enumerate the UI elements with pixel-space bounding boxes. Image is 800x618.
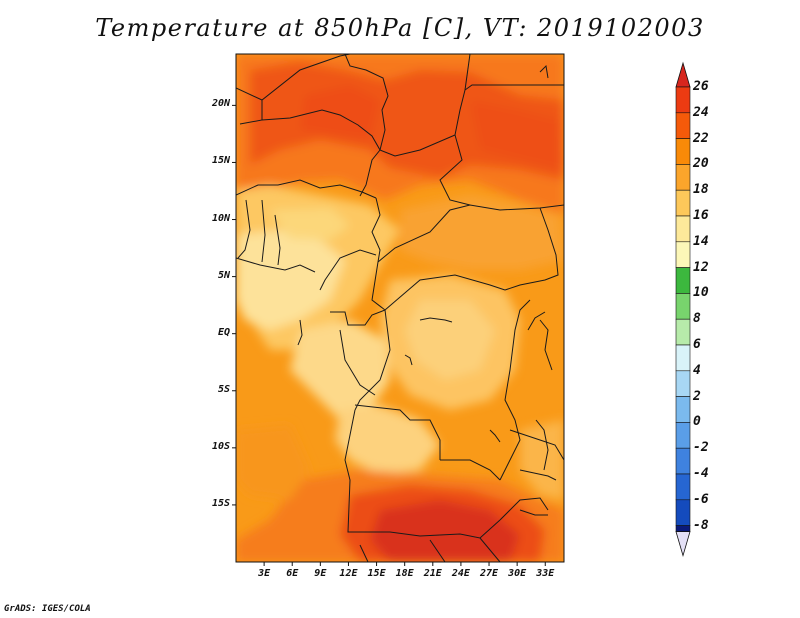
lon-tick-label: 9E — [314, 568, 327, 579]
colorbar-label: -4 — [693, 466, 709, 481]
colorbar-label: 22 — [693, 130, 709, 146]
colorbar-label: 8 — [693, 311, 701, 327]
colorbar-top-cap — [675, 61, 691, 88]
map-frame — [235, 53, 565, 563]
lat-tick-label: 15S — [211, 497, 230, 509]
map-title: Temperature at 850hPa [C], VT: 201910200… — [95, 14, 705, 42]
colorbar-label: 12 — [693, 259, 709, 275]
colorbar — [675, 61, 691, 558]
lat-tick-label: 5N — [217, 269, 230, 281]
colorbar-label: -8 — [693, 517, 709, 533]
lat-tick-label: 10S — [211, 440, 230, 452]
lon-tick-label: 15E — [367, 568, 386, 579]
colorbar-label: 0 — [693, 414, 701, 430]
lon-tick-label: 3E — [258, 568, 271, 579]
lon-tick-label: 21E — [423, 568, 442, 579]
lon-tick-label: 30E — [508, 568, 527, 579]
colorbar-segment — [675, 396, 691, 423]
colorbar-segment — [675, 267, 691, 294]
axis-ticks — [232, 104, 546, 566]
colorbar-segment — [675, 473, 691, 501]
temperature-field — [236, 54, 564, 562]
colorbar-label: 20 — [693, 156, 709, 172]
lon-tick-label: 12E — [339, 568, 358, 579]
lon-tick-label: 27E — [479, 568, 499, 579]
colorbar-segment — [675, 344, 691, 372]
lon-tick-label: 18E — [395, 568, 414, 579]
lon-tick-label: 24E — [451, 568, 470, 579]
colorbar-label: -6 — [693, 491, 709, 507]
colorbar-label: 2 — [693, 388, 701, 404]
lat-tick-label: 10N — [211, 212, 230, 224]
colorbar-segment — [675, 499, 691, 526]
colorbar-segment — [675, 370, 691, 397]
colorbar-segment — [675, 525, 691, 532]
lat-tick-label: 15N — [211, 155, 230, 167]
lon-tick-label: 6E — [286, 568, 299, 579]
colorbar-segment — [675, 86, 691, 114]
colorbar-segment — [675, 215, 691, 243]
colorbar-segment — [675, 112, 691, 139]
colorbar-bottom-cap — [675, 531, 691, 558]
colorbar-segment — [675, 447, 691, 475]
colorbar-label: 18 — [693, 182, 709, 198]
colorbar-segment — [675, 164, 691, 191]
colorbar-segment — [675, 138, 691, 165]
colorbar-segment — [675, 241, 691, 268]
country-boundaries — [236, 54, 564, 562]
colorbar-segment — [675, 318, 691, 346]
lat-tick-label: EQ — [217, 326, 230, 338]
colorbar-label: 10 — [693, 285, 709, 301]
colorbar-label: 26 — [693, 79, 709, 94]
lat-tick-label: 20N — [211, 98, 230, 110]
colorbar-label: 16 — [693, 208, 709, 223]
grads-credit: GrADS: IGES/COLA — [4, 604, 91, 614]
colorbar-label: 24 — [693, 104, 709, 120]
colorbar-label: -2 — [693, 440, 709, 456]
lon-tick-label: 33E — [536, 568, 555, 579]
colorbar-label: 6 — [693, 337, 701, 352]
colorbar-label: 4 — [693, 362, 701, 378]
colorbar-segment — [675, 189, 691, 217]
colorbar-segment — [675, 293, 691, 320]
colorbar-segment — [675, 422, 691, 449]
colorbar-label: 14 — [693, 233, 709, 249]
lat-tick-label: 5S — [217, 383, 230, 395]
